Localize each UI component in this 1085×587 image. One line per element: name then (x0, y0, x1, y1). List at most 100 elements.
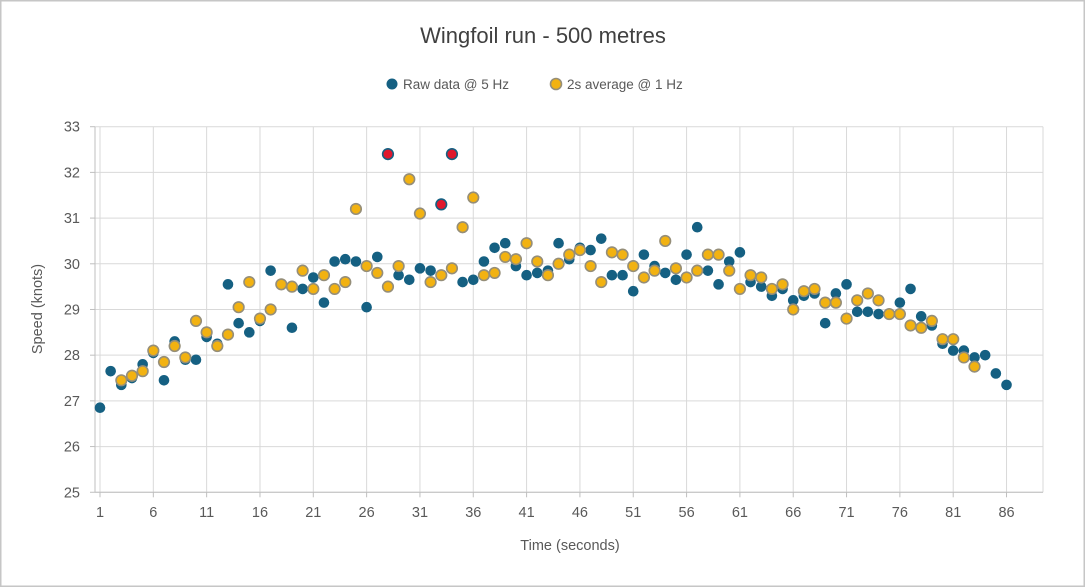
data-point (297, 283, 308, 295)
data-point (584, 259, 597, 273)
data-point (456, 221, 469, 234)
data-point (925, 314, 938, 328)
data-point (861, 287, 874, 300)
data-point (371, 251, 383, 263)
data-point (713, 279, 724, 290)
y-tick-label: 28 (64, 348, 80, 364)
data-point (733, 282, 747, 296)
data-point (637, 271, 651, 284)
data-point (414, 263, 426, 274)
data-point (957, 351, 970, 364)
data-point (531, 255, 544, 268)
data-point (328, 282, 341, 296)
x-tick-label: 1 (96, 505, 104, 521)
data-point (381, 280, 395, 293)
data-point (457, 276, 468, 288)
y-tick-label: 25 (64, 485, 80, 501)
x-tick-label: 31 (412, 505, 428, 521)
data-point (125, 369, 139, 382)
data-point (521, 269, 532, 281)
data-point (477, 269, 491, 282)
data-point (904, 319, 917, 332)
data-point (308, 272, 319, 283)
data-point (541, 269, 555, 282)
data-point (841, 279, 852, 290)
data-point (147, 344, 160, 357)
data-point (979, 349, 991, 361)
data-point (915, 311, 927, 322)
data-point (606, 269, 618, 281)
data-point (329, 256, 340, 267)
data-point (350, 256, 362, 267)
data-point (829, 296, 842, 309)
data-point (680, 271, 693, 284)
legend-label-average: 2s average @ 1 Hz (567, 77, 683, 92)
data-point (296, 264, 309, 277)
data-point (222, 279, 234, 290)
data-point (840, 312, 853, 325)
legend-marker-average-icon (549, 77, 563, 91)
data-point (776, 278, 789, 291)
x-tick-label: 56 (679, 505, 695, 521)
data-point (669, 262, 683, 275)
legend-marker-raw-icon (386, 78, 398, 90)
data-point (413, 207, 427, 220)
x-tick-label: 36 (465, 505, 481, 521)
data-point (275, 278, 288, 291)
data-point (285, 280, 299, 293)
data-point (893, 307, 906, 321)
data-point (200, 326, 213, 339)
data-point (393, 269, 404, 281)
data-point (467, 191, 480, 204)
data-point (232, 301, 245, 314)
data-point (509, 253, 523, 266)
y-axis-tick-labels: 25 26 27 28 29 30 31 32 33 (64, 120, 80, 502)
data-point (264, 303, 277, 316)
data-point (435, 269, 448, 282)
x-tick-label: 16 (252, 505, 268, 521)
data-point (520, 237, 533, 250)
y-tick-label: 32 (64, 165, 80, 181)
data-point (244, 327, 255, 338)
data-point (168, 339, 181, 353)
data-point (947, 345, 959, 356)
x-axis-tick-labels: 1 6 11 16 21 26 31 36 41 46 51 56 61 66 71 76 81 86 (96, 505, 1015, 521)
x-axis-title: Time (seconds) (520, 538, 619, 554)
highlighted-data-point (435, 198, 448, 211)
data-point (371, 266, 384, 280)
data-point (862, 306, 874, 318)
x-tick-label: 51 (625, 505, 641, 521)
data-point (190, 354, 202, 366)
data-point (617, 269, 628, 281)
x-tick-label: 41 (519, 505, 535, 521)
data-point (851, 306, 863, 318)
y-tick-label: 33 (64, 120, 80, 136)
x-tick-label: 46 (572, 505, 588, 521)
data-point (830, 288, 842, 299)
data-point (819, 296, 832, 309)
x-tick-label: 61 (732, 505, 748, 521)
data-point (873, 308, 884, 320)
highlighted-data-point (381, 148, 395, 161)
data-point (734, 247, 746, 258)
data-point (627, 285, 639, 297)
data-point (317, 269, 331, 282)
plot-area: 1 6 11 16 21 26 31 36 41 46 51 56 61 66 71 76 81 86252627… (64, 120, 1044, 521)
x-tick-label: 66 (785, 505, 801, 521)
data-point (467, 274, 479, 286)
data-point (403, 274, 415, 286)
data-point (488, 266, 501, 280)
chart-title: Wingfoil run - 500 metres (420, 23, 666, 48)
data-point (723, 264, 736, 277)
data-point (616, 248, 629, 261)
data-point (318, 297, 330, 308)
data-point (136, 365, 149, 378)
data-point (883, 307, 896, 321)
data-point (851, 294, 864, 307)
data-point (253, 312, 267, 325)
data-point (968, 360, 981, 373)
data-point (648, 264, 661, 277)
series-average-points (115, 173, 981, 387)
data-point (553, 237, 564, 249)
